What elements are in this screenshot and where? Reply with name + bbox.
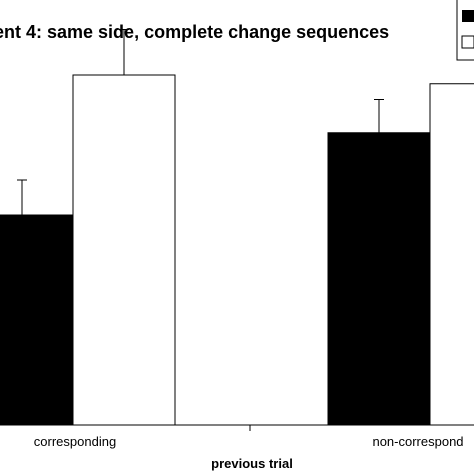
legend-swatch-open — [461, 35, 474, 49]
x-axis-label: previous trial — [211, 456, 293, 471]
bar-2-series-2 — [429, 83, 474, 426]
chart-title: ent 4: same side, complete change sequen… — [0, 22, 389, 42]
legend-swatch-filled — [462, 10, 474, 22]
legend — [456, 0, 474, 61]
bar-1-series-2 — [72, 74, 176, 426]
chart-marks — [0, 29, 474, 426]
x-tick-label-1: corresponding — [34, 434, 116, 449]
x-tick-label-2: non-correspond — [372, 434, 463, 449]
legend-box — [456, 0, 474, 61]
x-tick-labels: corresponding non-correspond — [34, 434, 464, 449]
bar-1-series-1 — [0, 214, 74, 426]
bar-2-series-1 — [327, 132, 431, 426]
